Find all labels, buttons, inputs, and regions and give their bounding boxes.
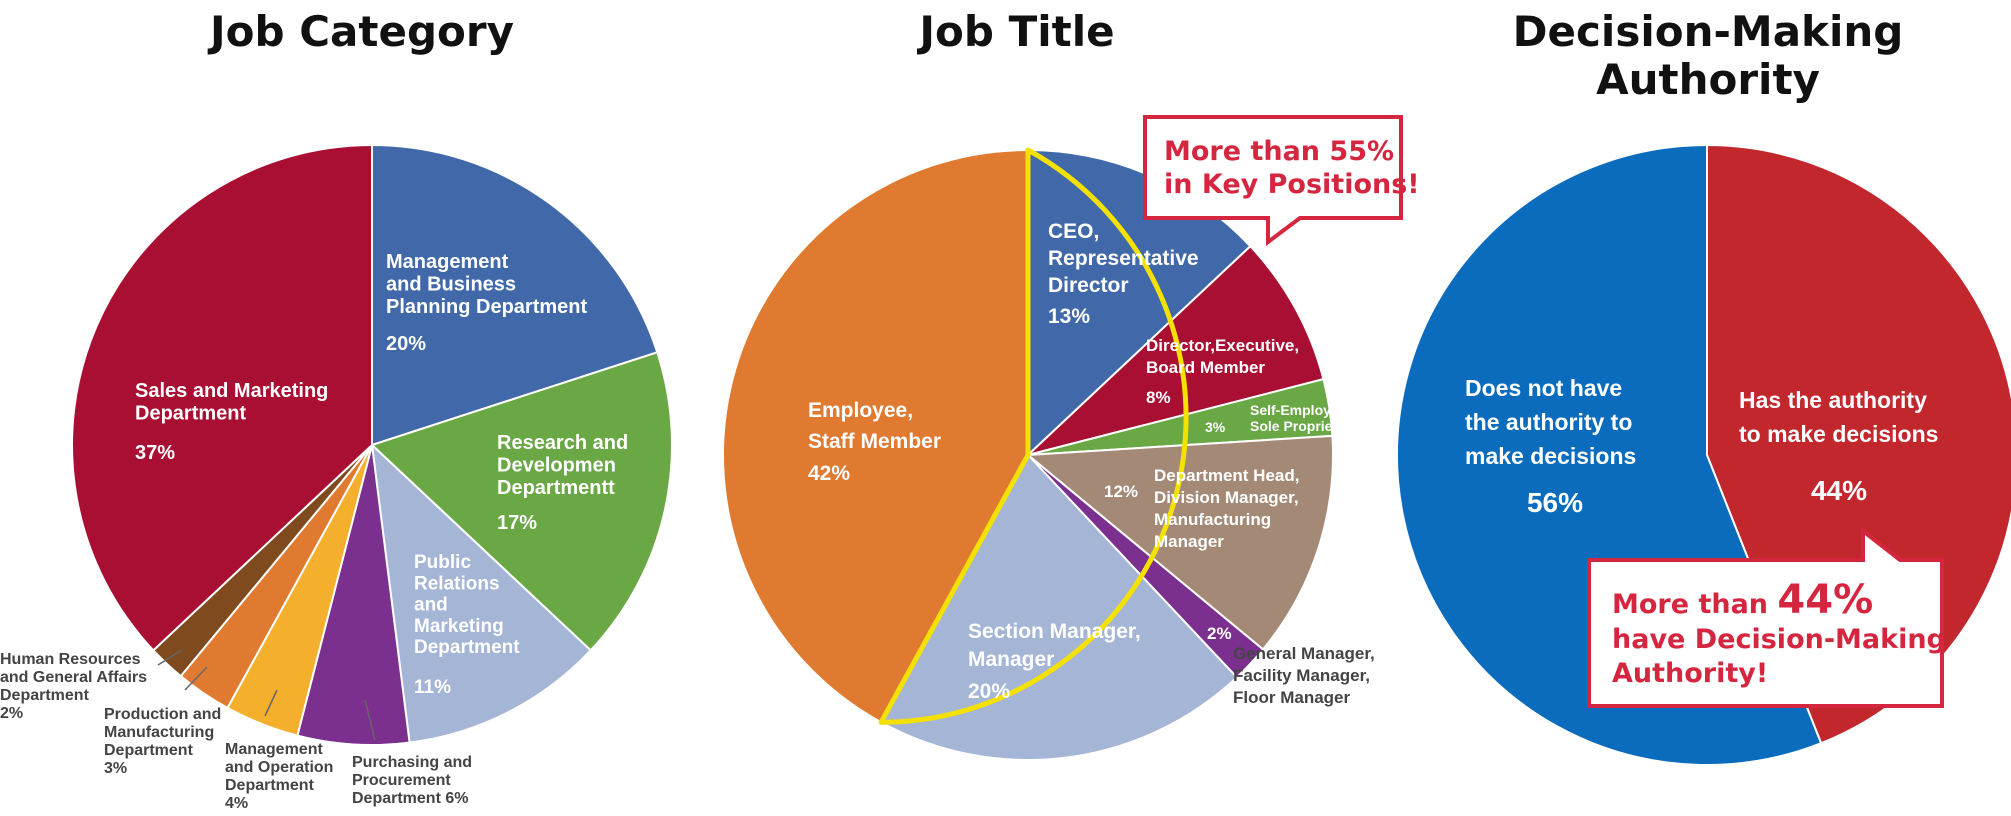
job-title-slice-3 bbox=[1025, 434, 1334, 651]
authority-callout-text: have Decision-Making Authority! bbox=[1612, 624, 1946, 689]
authority-pct-0: 44% bbox=[1811, 475, 1867, 506]
job-title-label-6: Employee, Staff Member bbox=[808, 399, 941, 453]
job-title-label-5: Section Manager, Manager bbox=[968, 620, 1141, 671]
job-title-label-1: Director,Executive, Board Member bbox=[1146, 336, 1299, 377]
job-category-pct-2: 11% bbox=[414, 677, 451, 698]
job-category-leader-0 bbox=[364, 699, 376, 741]
job-category-pct-7: 37% bbox=[135, 442, 175, 464]
job-category-label-7: Sales and Marketing Department bbox=[135, 380, 328, 424]
job-category-label-3: Purchasing and Procurement Department 6% bbox=[352, 754, 472, 807]
job-title-slice-1 bbox=[1027, 244, 1325, 456]
pie-job-title: CEO, Representative Director 13% Director,Ex… bbox=[722, 147, 1375, 761]
key-positions-callout-text: More than 55% in Key Positions! bbox=[1164, 136, 1420, 200]
key-positions-callout bbox=[1143, 115, 1403, 246]
job-category-label-0: Management and Business Planning Departmen… bbox=[386, 251, 587, 318]
job-category-label-1: Research and Developmen Departmentt bbox=[497, 432, 628, 499]
authority-callout-line-1: More than 44% bbox=[1612, 577, 1873, 623]
job-category-leader-3 bbox=[157, 649, 183, 666]
chart-title-2: Job Title bbox=[916, 7, 1114, 56]
chart-title-1: Job Category bbox=[207, 7, 514, 56]
job-category-label-2: Public Relations and Marketing Department bbox=[414, 552, 520, 658]
chart-title-3: Decision-Making Authority bbox=[1513, 7, 1904, 104]
job-title-pct-2: 3% bbox=[1205, 419, 1226, 435]
authority-callout bbox=[1587, 526, 1944, 708]
job-title-slice-6 bbox=[722, 148, 1029, 724]
job-category-slice-7 bbox=[71, 143, 373, 652]
job-category-pct-0: 20% bbox=[386, 333, 426, 355]
job-category-label-6: Human Resources and General Affairs Depart… bbox=[0, 651, 147, 722]
job-category-leader-2 bbox=[184, 666, 208, 691]
job-title-pct-5: 20% bbox=[968, 680, 1010, 703]
pie-job-category: Management and Business Planning Departmen… bbox=[0, 143, 673, 812]
job-title-pct-6: 42% bbox=[808, 462, 850, 485]
job-category-label-4: Management and Operation Department 4% bbox=[225, 741, 333, 812]
job-category-pct-1: 17% bbox=[497, 512, 537, 534]
job-title-pct-0: 13% bbox=[1048, 305, 1090, 328]
authority-label-1: Does not have the authority to make decisi… bbox=[1465, 375, 1636, 469]
job-category-label-5: Production and Manufacturing Department 3% bbox=[104, 706, 221, 777]
job-category-slice-0 bbox=[371, 143, 659, 447]
job-title-slice-5 bbox=[879, 453, 1239, 761]
job-category-leader-1 bbox=[264, 689, 278, 717]
job-title-label-0: CEO, Representative Director bbox=[1048, 220, 1199, 297]
job-title-pct-4: 2% bbox=[1207, 624, 1232, 643]
job-title-pct-3: 12% bbox=[1104, 482, 1138, 501]
job-title-pct-1: 8% bbox=[1146, 388, 1171, 407]
authority-pct-1: 56% bbox=[1527, 487, 1583, 518]
key-positions-outline bbox=[878, 147, 1189, 725]
job-title-label-3: Department Head, Division Manager, Manufac… bbox=[1154, 466, 1299, 551]
job-title-label-4: General Manager, Facility Manager, Floor M… bbox=[1233, 644, 1375, 707]
job-title-label-2: Self-Employed, Sole Proprietor bbox=[1250, 402, 1352, 434]
job-category-slice-1 bbox=[370, 351, 673, 652]
job-category-slice-2 bbox=[370, 442, 593, 744]
authority-label-0: Has the authority to make decisions bbox=[1739, 387, 1938, 447]
